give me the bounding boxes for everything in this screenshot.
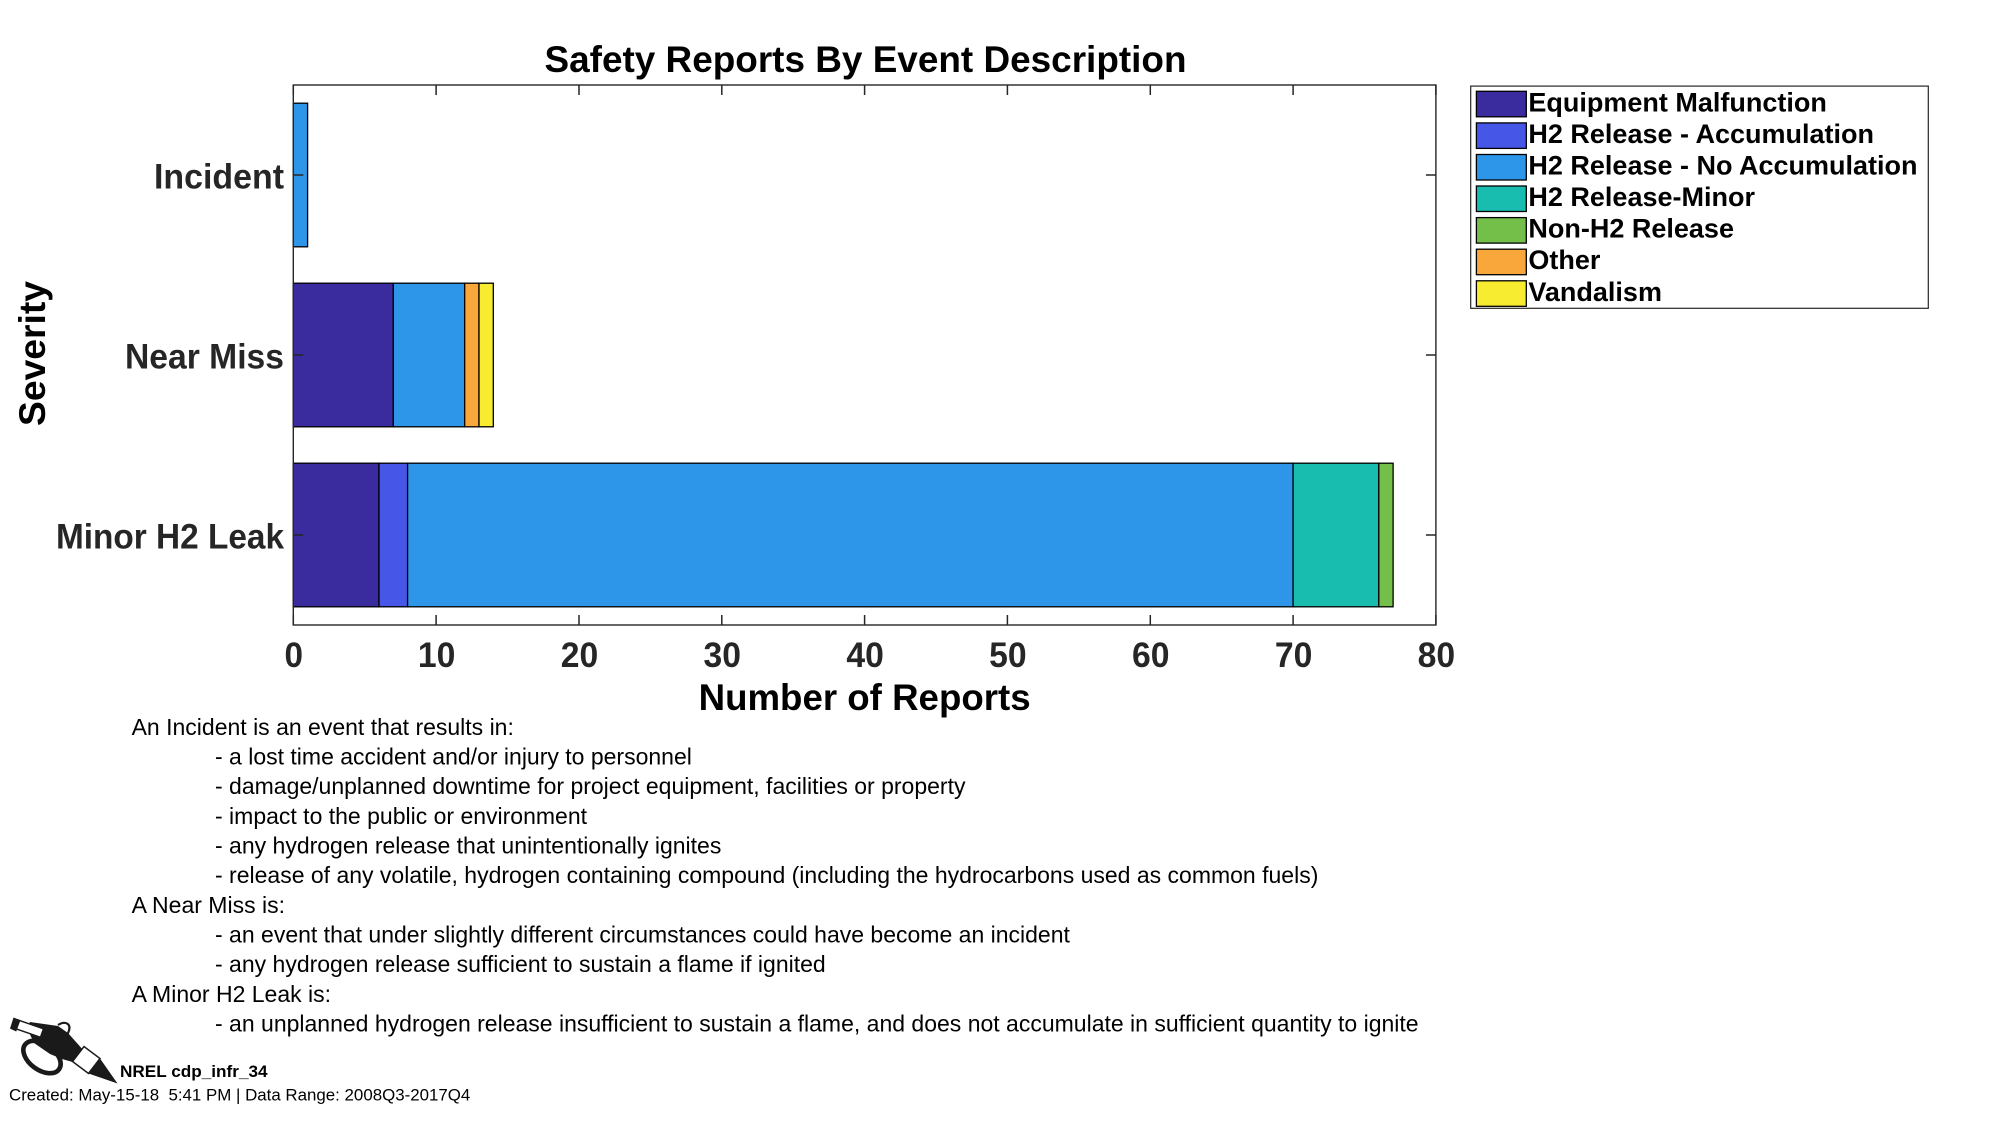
svg-text:- release of any volatile, hyd: - release of any volatile, hydrogen cont… [215,862,1318,888]
svg-text:H2 Release - No Accumulation: H2 Release - No Accumulation [1528,151,1917,181]
svg-text:Other: Other [1528,245,1601,275]
svg-text:H2 Release-Minor: H2 Release-Minor [1528,182,1755,212]
svg-text:- damage/unplanned downtime fo: - damage/unplanned downtime for project … [215,773,966,799]
svg-text:An Incident is an event that r: An Incident is an event that results in: [132,714,514,740]
svg-text:80: 80 [1418,636,1456,675]
svg-text:Created: May-15-18 5:41 PM |: Created: May-15-18 5:41 PM | Data Range:… [9,1086,470,1105]
svg-text:Number of Reports: Number of Reports [699,677,1031,718]
svg-text:A Near Miss is:: A Near Miss is: [132,892,285,918]
svg-text:Near Miss: Near Miss [125,338,284,377]
svg-text:- any hydrogen release suffici: - any hydrogen release sufficient to sus… [215,951,826,977]
svg-text:40: 40 [846,636,884,675]
svg-text:- any hydrogen release that un: - any hydrogen release that unintentiona… [215,833,721,859]
svg-text:0: 0 [285,636,304,675]
svg-text:- impact to the public or envi: - impact to the public or environment [215,803,588,829]
svg-text:60: 60 [1132,636,1170,675]
svg-text:Vandalism: Vandalism [1528,277,1662,307]
svg-text:- an unplanned hydrogen releas: - an unplanned hydrogen release insuffic… [215,1010,1419,1036]
svg-text:Minor H2 Leak: Minor H2 Leak [56,518,284,557]
svg-text:- an event that under slightly: - an event that under slightly different… [215,921,1071,947]
svg-text:20: 20 [561,636,599,675]
svg-text:Equipment Malfunction: Equipment Malfunction [1528,87,1826,117]
svg-text:Severity: Severity [12,281,53,426]
svg-text:70: 70 [1275,636,1313,675]
svg-text:Non-H2 Release: Non-H2 Release [1528,214,1734,244]
svg-text:30: 30 [704,636,742,675]
svg-text:Incident: Incident [154,158,284,197]
svg-text:H2 Release - Accumulation: H2 Release - Accumulation [1528,119,1874,149]
svg-text:Safety Reports By Event Descri: Safety Reports By Event Description [545,39,1187,80]
svg-text:50: 50 [989,636,1027,675]
svg-text:NREL cdp_infr_34: NREL cdp_infr_34 [120,1062,268,1081]
svg-text:10: 10 [418,636,456,675]
svg-text:A Minor H2 Leak is:: A Minor H2 Leak is: [132,981,331,1007]
svg-text:- a lost time accident and/or: - a lost time accident and/or injury to … [215,744,692,770]
